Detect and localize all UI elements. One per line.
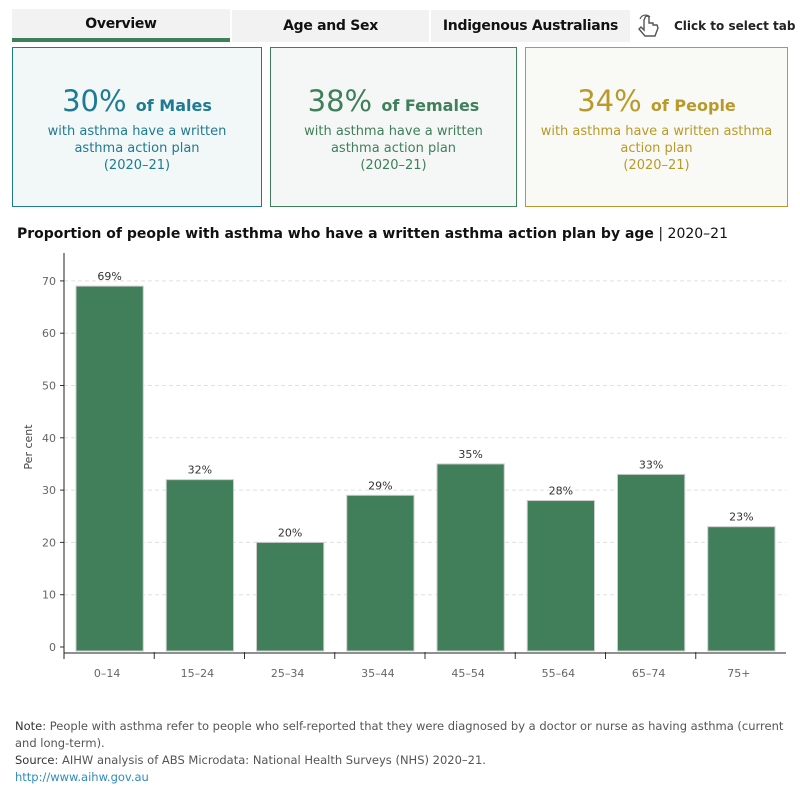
data-label: 33% [639, 458, 663, 471]
chart-subtitle: 2020–21 [667, 226, 728, 242]
bar[interactable] [256, 541, 325, 652]
bar[interactable] [617, 473, 686, 652]
tab-indigenous-australians[interactable]: Indigenous Australians [431, 10, 630, 42]
tab-age-and-sex[interactable]: Age and Sex [232, 10, 429, 42]
note: Note: People with asthma refer to people… [15, 719, 784, 750]
x-tick-label: 55–64 [542, 667, 576, 680]
stat-value: 34% [577, 84, 642, 118]
tab-hint: Click to select tab [636, 14, 795, 38]
bar[interactable] [526, 500, 595, 652]
data-label: 35% [458, 448, 482, 461]
hint-label: Click to select tab [674, 19, 796, 33]
x-tick-label: 75+ [727, 667, 750, 680]
y-tick-label: 30 [42, 484, 56, 497]
footnotes: Note: People with asthma refer to people… [15, 718, 795, 786]
stat-period: (2020–21) [623, 158, 690, 173]
stat-value-line: 34% of People [526, 84, 787, 123]
x-tick-label: 25–34 [271, 667, 305, 680]
source: Source: AIHW analysis of ABS Microdata: … [15, 753, 486, 767]
bar[interactable] [707, 526, 776, 652]
data-label: 23% [729, 511, 753, 524]
tab-overview[interactable]: Overview [12, 9, 230, 42]
stat-value-line: 30% of Males [13, 84, 261, 123]
stat-card: 30% of Males with asthma have a written … [12, 47, 262, 207]
y-tick-label: 0 [49, 641, 56, 654]
stat-group: of Females [381, 96, 480, 115]
y-tick-label: 20 [42, 536, 56, 549]
x-tick-label: 65–74 [632, 667, 666, 680]
y-tick-label: 50 [42, 380, 56, 393]
data-label: 69% [97, 270, 121, 283]
chart-title-text: Proportion of people with asthma who hav… [17, 226, 654, 242]
bar[interactable] [436, 463, 505, 652]
y-axis-title: Per cent [22, 424, 35, 470]
bar[interactable] [75, 285, 144, 652]
x-tick-label: 0–14 [94, 667, 121, 680]
stat-group: of People [650, 96, 736, 115]
stat-description: with asthma have a written asthma action… [304, 124, 483, 156]
x-tick-label: 45–54 [451, 667, 485, 680]
stat-group: of Males [135, 96, 212, 115]
y-tick-label: 70 [42, 275, 56, 288]
stat-period: (2020–21) [103, 158, 171, 173]
stat-value-line: 38% of Females [271, 84, 516, 123]
y-tick-label: 40 [42, 432, 56, 445]
stat-description: with asthma have a written asthma action… [47, 124, 227, 156]
stat-card: 38% of Females with asthma have a writte… [270, 47, 517, 207]
data-label: 20% [278, 526, 302, 539]
x-tick-label: 15–24 [181, 667, 215, 680]
data-label: 28% [549, 485, 573, 498]
aihw-link[interactable]: http://www.aihw.gov.au [15, 770, 149, 784]
bar-chart: 0 10 20 30 40 50 60 70 69% 0–14 32% 15–24 20% 25–34 29… [22, 253, 786, 680]
y-tick-label: 10 [42, 589, 56, 602]
stat-period: (2020–21) [360, 158, 427, 173]
data-label: 32% [188, 464, 212, 477]
stat-card: 34% of People with asthma have a written… [525, 47, 788, 207]
stat-value: 38% [307, 84, 373, 118]
bar[interactable] [346, 494, 415, 652]
chart-title: Proportion of people with asthma who hav… [17, 226, 728, 242]
stat-description: with asthma have a written asthma action… [540, 124, 773, 156]
stat-value: 30% [62, 84, 127, 118]
x-tick-label: 35–44 [361, 667, 395, 680]
data-label: 29% [368, 479, 392, 492]
hand-pointer-icon [638, 14, 659, 37]
y-tick-label: 60 [42, 327, 56, 340]
bar[interactable] [165, 479, 234, 652]
